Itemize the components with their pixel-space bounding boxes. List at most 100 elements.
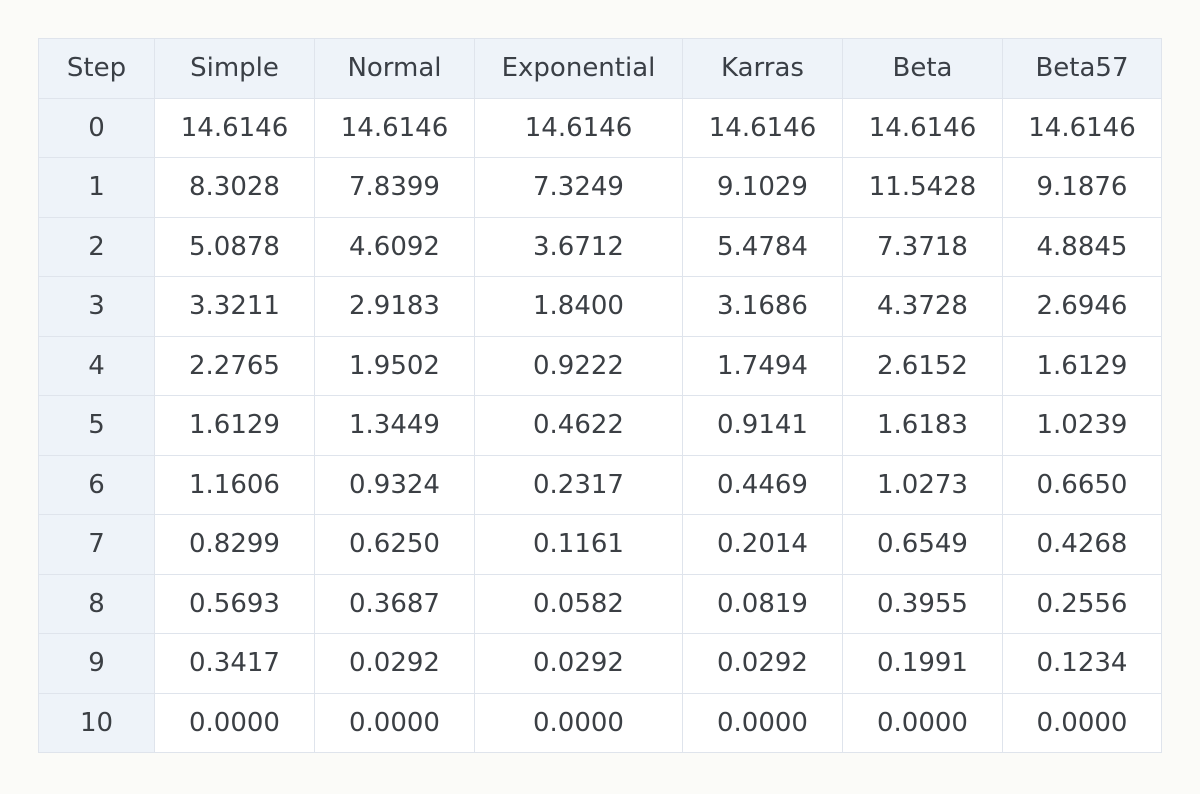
value-cell-normal: 1.9502 — [314, 335, 475, 396]
value-cell-exponential: 0.2317 — [474, 454, 683, 515]
value-cell-karras: 0.4469 — [682, 454, 843, 515]
step-cell: 8 — [38, 573, 155, 634]
value-cell-normal: 14.6146 — [314, 97, 475, 158]
value-cell-beta: 11.5428 — [842, 157, 1003, 218]
step-cell: 9 — [38, 633, 155, 694]
value-cell-beta: 0.1991 — [842, 633, 1003, 694]
value-cell-exponential: 0.4622 — [474, 395, 683, 456]
value-cell-simple: 14.6146 — [154, 97, 315, 158]
value-cell-beta57: 14.6146 — [1002, 97, 1162, 158]
value-cell-normal: 2.9183 — [314, 276, 475, 337]
value-cell-beta57: 0.0000 — [1002, 692, 1162, 753]
value-cell-karras: 9.1029 — [682, 157, 843, 218]
value-cell-beta: 2.6152 — [842, 335, 1003, 396]
column-header-normal: Normal — [314, 38, 475, 99]
table-row: 8 0.5693 0.3687 0.0582 0.0819 0.3955 0.2556 — [38, 573, 1162, 634]
value-cell-simple: 0.8299 — [154, 514, 315, 575]
sigma-schedule-table: Step Simple Normal Exponential Karras Beta Bet… — [38, 38, 1162, 753]
value-cell-exponential: 7.3249 — [474, 157, 683, 218]
step-cell: 2 — [38, 216, 155, 277]
value-cell-beta57: 0.2556 — [1002, 573, 1162, 634]
value-cell-simple: 1.1606 — [154, 454, 315, 515]
value-cell-beta: 1.0273 — [842, 454, 1003, 515]
table-row: 3 3.3211 2.9183 1.8400 3.1686 4.3728 2.6946 — [38, 276, 1162, 337]
value-cell-beta57: 0.1234 — [1002, 633, 1162, 694]
value-cell-exponential: 0.0292 — [474, 633, 683, 694]
column-header-karras: Karras — [682, 38, 843, 99]
value-cell-beta57: 1.6129 — [1002, 335, 1162, 396]
value-cell-exponential: 0.1161 — [474, 514, 683, 575]
column-header-step: Step — [38, 38, 155, 99]
value-cell-normal: 1.3449 — [314, 395, 475, 456]
value-cell-beta: 1.6183 — [842, 395, 1003, 456]
value-cell-beta57: 9.1876 — [1002, 157, 1162, 218]
value-cell-exponential: 0.9222 — [474, 335, 683, 396]
step-cell: 1 — [38, 157, 155, 218]
table-row: 7 0.8299 0.6250 0.1161 0.2014 0.6549 0.4268 — [38, 514, 1162, 575]
table-body: 0 14.6146 14.6146 14.6146 14.6146 14.6146 14.6… — [38, 97, 1162, 753]
value-cell-karras: 0.2014 — [682, 514, 843, 575]
value-cell-beta57: 0.4268 — [1002, 514, 1162, 575]
value-cell-karras: 3.1686 — [682, 276, 843, 337]
value-cell-simple: 0.3417 — [154, 633, 315, 694]
value-cell-exponential: 3.6712 — [474, 216, 683, 277]
value-cell-karras: 14.6146 — [682, 97, 843, 158]
value-cell-normal: 0.9324 — [314, 454, 475, 515]
value-cell-normal: 7.8399 — [314, 157, 475, 218]
value-cell-beta: 4.3728 — [842, 276, 1003, 337]
value-cell-simple: 3.3211 — [154, 276, 315, 337]
value-cell-beta57: 1.0239 — [1002, 395, 1162, 456]
table-row: 5 1.6129 1.3449 0.4622 0.9141 1.6183 1.0239 — [38, 395, 1162, 456]
value-cell-normal: 0.3687 — [314, 573, 475, 634]
table-row: 1 8.3028 7.8399 7.3249 9.1029 11.5428 9.1876 — [38, 157, 1162, 218]
value-cell-karras: 0.9141 — [682, 395, 843, 456]
column-header-beta: Beta — [842, 38, 1003, 99]
value-cell-beta: 0.6549 — [842, 514, 1003, 575]
value-cell-exponential: 0.0582 — [474, 573, 683, 634]
header-row: Step Simple Normal Exponential Karras Beta Bet… — [38, 38, 1162, 99]
step-cell: 10 — [38, 692, 155, 753]
value-cell-karras: 1.7494 — [682, 335, 843, 396]
table-row: 10 0.0000 0.0000 0.0000 0.0000 0.0000 0.0000 — [38, 692, 1162, 753]
value-cell-beta: 0.3955 — [842, 573, 1003, 634]
value-cell-normal: 0.0292 — [314, 633, 475, 694]
value-cell-simple: 1.6129 — [154, 395, 315, 456]
value-cell-exponential: 1.8400 — [474, 276, 683, 337]
step-cell: 4 — [38, 335, 155, 396]
value-cell-normal: 0.6250 — [314, 514, 475, 575]
table-row: 2 5.0878 4.6092 3.6712 5.4784 7.3718 4.8845 — [38, 216, 1162, 277]
value-cell-karras: 0.0292 — [682, 633, 843, 694]
value-cell-exponential: 14.6146 — [474, 97, 683, 158]
step-cell: 3 — [38, 276, 155, 337]
value-cell-simple: 5.0878 — [154, 216, 315, 277]
value-cell-normal: 4.6092 — [314, 216, 475, 277]
column-header-exponential: Exponential — [474, 38, 683, 99]
table-header: Step Simple Normal Exponential Karras Beta Bet… — [38, 38, 1162, 99]
table-container: Step Simple Normal Exponential Karras Beta Bet… — [38, 38, 1162, 753]
column-header-beta57: Beta57 — [1002, 38, 1162, 99]
value-cell-beta57: 0.6650 — [1002, 454, 1162, 515]
value-cell-beta: 14.6146 — [842, 97, 1003, 158]
step-cell: 7 — [38, 514, 155, 575]
table-row: 9 0.3417 0.0292 0.0292 0.0292 0.1991 0.1234 — [38, 633, 1162, 694]
step-cell: 6 — [38, 454, 155, 515]
value-cell-simple: 0.0000 — [154, 692, 315, 753]
value-cell-normal: 0.0000 — [314, 692, 475, 753]
value-cell-beta57: 2.6946 — [1002, 276, 1162, 337]
value-cell-beta: 0.0000 — [842, 692, 1003, 753]
value-cell-karras: 0.0819 — [682, 573, 843, 634]
step-cell: 0 — [38, 97, 155, 158]
table-row: 4 2.2765 1.9502 0.9222 1.7494 2.6152 1.6129 — [38, 335, 1162, 396]
value-cell-beta: 7.3718 — [842, 216, 1003, 277]
value-cell-karras: 5.4784 — [682, 216, 843, 277]
column-header-simple: Simple — [154, 38, 315, 99]
step-cell: 5 — [38, 395, 155, 456]
value-cell-simple: 2.2765 — [154, 335, 315, 396]
value-cell-simple: 8.3028 — [154, 157, 315, 218]
table-row: 0 14.6146 14.6146 14.6146 14.6146 14.6146 14.6… — [38, 97, 1162, 158]
table-row: 6 1.1606 0.9324 0.2317 0.4469 1.0273 0.6650 — [38, 454, 1162, 515]
value-cell-karras: 0.0000 — [682, 692, 843, 753]
value-cell-beta57: 4.8845 — [1002, 216, 1162, 277]
value-cell-simple: 0.5693 — [154, 573, 315, 634]
value-cell-exponential: 0.0000 — [474, 692, 683, 753]
